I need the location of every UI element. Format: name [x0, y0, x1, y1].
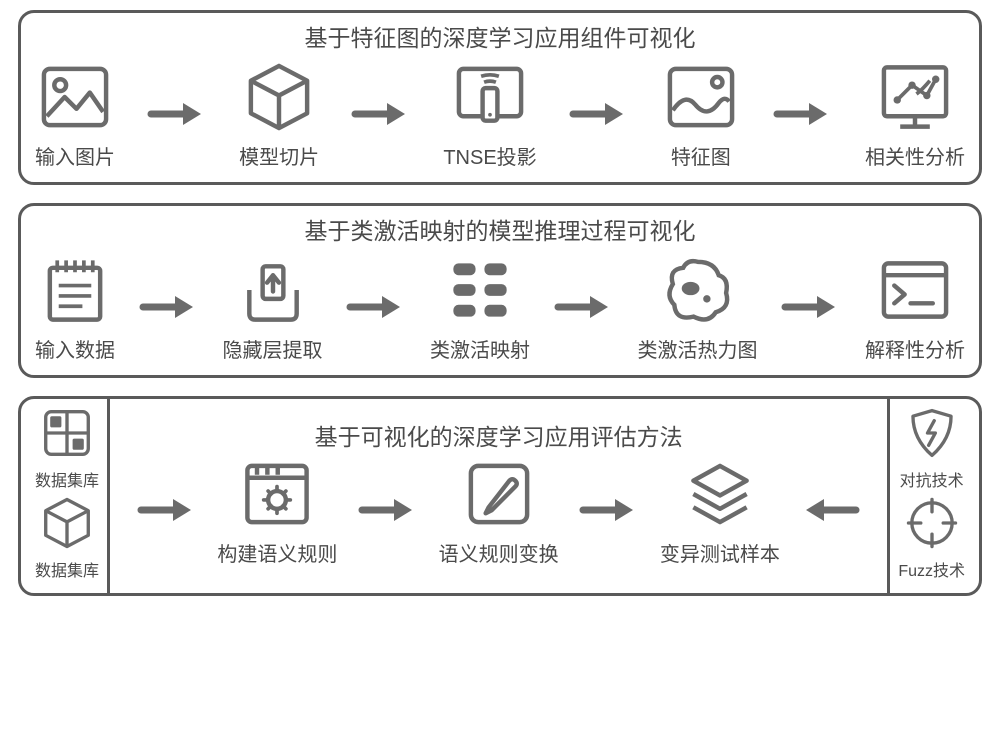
- panel-evaluation: 数据集库 数据集库 基于可视化的深度学习应用评估方法 构建语义规则 语义规则变换: [18, 396, 982, 596]
- cube-icon: [239, 57, 319, 137]
- step-correlation: 相关性分析: [865, 57, 965, 170]
- arrow-icon: [136, 470, 198, 550]
- panel2-row: 输入数据 隐藏层提取 类激活映射 类激活热力图 解释性分析: [35, 250, 965, 363]
- panel1-row: 输入图片 模型切片 TNSE投影 特征图 相关性分析: [35, 57, 965, 170]
- arrow-icon: [772, 74, 834, 154]
- gear-window-icon: [237, 454, 317, 534]
- terminal-icon: [875, 250, 955, 330]
- panel2-title: 基于类激活映射的模型推理过程可视化: [35, 212, 965, 246]
- adversarial-tech: 对抗技术: [900, 403, 964, 491]
- divider: [887, 397, 890, 593]
- step-feature-map: 特征图: [661, 57, 741, 170]
- step-model-slice: 模型切片: [239, 57, 319, 170]
- cast-icon: [450, 57, 530, 137]
- step-heatmap: 类激活热力图: [638, 250, 758, 363]
- arrow-icon: [350, 74, 412, 154]
- step-hidden-layer: 隐藏层提取: [223, 250, 323, 363]
- arrow-icon: [780, 267, 842, 347]
- step-label: Fuzz技术: [898, 557, 965, 581]
- step-label: 对抗技术: [900, 467, 964, 491]
- step-label: 特征图: [671, 141, 731, 170]
- arrow-icon: [146, 74, 208, 154]
- step-label: 类激活映射: [430, 334, 530, 363]
- step-label: 数据集库: [35, 467, 99, 491]
- step-label: 相关性分析: [865, 141, 965, 170]
- arrow-icon: [553, 267, 615, 347]
- panel-cam: 基于类激活映射的模型推理过程可视化 输入数据 隐藏层提取 类激活映射 类激活热力…: [18, 203, 982, 378]
- step-input-data: 输入数据: [35, 250, 115, 363]
- layers-icon: [440, 250, 520, 330]
- feature-icon: [661, 57, 741, 137]
- arrow-icon: [345, 267, 407, 347]
- panel-feature-map: 基于特征图的深度学习应用组件可视化 输入图片 模型切片 TNSE投影 特征图 相…: [18, 10, 982, 185]
- analysis-icon: [875, 57, 955, 137]
- step-label: 输入图片: [35, 141, 115, 170]
- edit-icon: [459, 454, 539, 534]
- blob-icon: [658, 250, 738, 330]
- panel3-main: 构建语义规则 语义规则变换 变异测试样本: [118, 454, 879, 567]
- extract-icon: [233, 250, 313, 330]
- arrow-icon: [568, 74, 630, 154]
- step-mutation-samples: 变异测试样本: [660, 454, 780, 567]
- dataset-lib-1: 数据集库: [35, 403, 99, 491]
- step-label: 语义规则变换: [439, 538, 559, 567]
- arrow-left-icon: [799, 470, 861, 550]
- crosshair-icon: [902, 493, 962, 553]
- step-label: 变异测试样本: [660, 538, 780, 567]
- arrow-icon: [578, 470, 640, 550]
- step-label: 类激活热力图: [638, 334, 758, 363]
- stack-icon: [680, 454, 760, 534]
- step-tnse: TNSE投影: [443, 57, 536, 170]
- grid-icon: [37, 403, 97, 463]
- step-label: 解释性分析: [865, 334, 965, 363]
- step-label: 模型切片: [239, 141, 319, 170]
- fuzz-tech: Fuzz技术: [898, 493, 965, 581]
- panel1-title: 基于特征图的深度学习应用组件可视化: [35, 19, 965, 53]
- panel3-title: 基于可视化的深度学习应用评估方法: [118, 418, 879, 452]
- arrow-icon: [138, 267, 200, 347]
- notepad-icon: [35, 250, 115, 330]
- step-label: 数据集库: [35, 557, 99, 581]
- step-build-rules: 构建语义规则: [217, 454, 337, 567]
- image-icon: [35, 57, 115, 137]
- arrow-icon: [357, 470, 419, 550]
- step-interpret: 解释性分析: [865, 250, 965, 363]
- step-label: 构建语义规则: [217, 538, 337, 567]
- panel3-row: 数据集库 数据集库 基于可视化的深度学习应用评估方法 构建语义规则 语义规则变换: [35, 403, 965, 581]
- divider: [107, 397, 110, 593]
- step-cam: 类激活映射: [430, 250, 530, 363]
- step-label: 隐藏层提取: [223, 334, 323, 363]
- left-inputs: 数据集库 数据集库: [35, 403, 99, 581]
- step-input-image: 输入图片: [35, 57, 115, 170]
- step-label: 输入数据: [35, 334, 115, 363]
- right-techniques: 对抗技术 Fuzz技术: [898, 403, 965, 581]
- shield-icon: [902, 403, 962, 463]
- step-transform-rules: 语义规则变换: [439, 454, 559, 567]
- cube-icon: [37, 493, 97, 553]
- step-label: TNSE投影: [443, 141, 536, 170]
- dataset-lib-2: 数据集库: [35, 493, 99, 581]
